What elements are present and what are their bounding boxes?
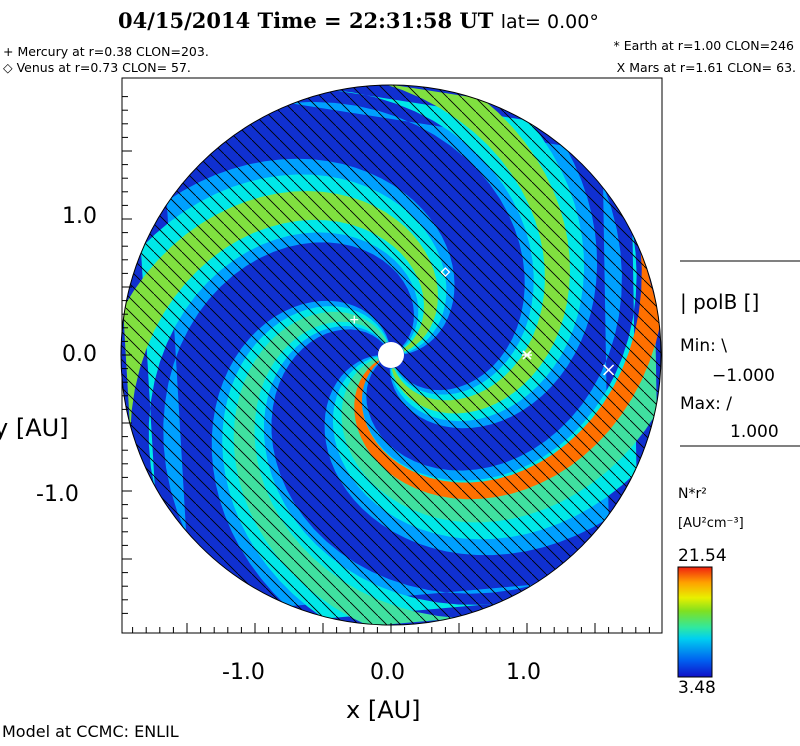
mercury-label: + Mercury at r=0.38 CLON=203.: [3, 44, 209, 59]
title-text: 04/15/2014 Time = 22:31:58 UT: [118, 8, 494, 33]
legend-min-label: Min: \: [680, 336, 728, 356]
mars-label: X Mars at r=1.61 CLON= 63.: [616, 60, 796, 75]
colorbar-quantity: N*r²: [678, 486, 707, 502]
legend-max-label: Max: /: [680, 394, 733, 414]
colorbar-units: [AU²cm⁻³]: [678, 516, 744, 531]
legend-max-value: 1.000: [730, 422, 779, 442]
sun-marker: [378, 342, 404, 368]
earth-marker: [522, 350, 532, 360]
xtick-label: -1.0: [222, 660, 265, 685]
mercury-marker: [350, 315, 359, 324]
mars-marker: [603, 364, 615, 376]
venus-label: ◇ Venus at r=0.73 CLON= 57.: [3, 60, 191, 75]
plot-title: 04/15/2014 Time = 22:31:58 UT lat= 0.00°: [118, 8, 599, 33]
ytick-label: 1.0: [62, 204, 97, 229]
xtick-label: 1.0: [506, 660, 541, 685]
colorbar-max: 21.54: [678, 546, 727, 566]
colorbar: [677, 566, 713, 678]
ytick-label: 0.0: [62, 342, 97, 367]
legend-min-value: −1.000: [712, 366, 775, 386]
y-axis-label: y [AU]: [0, 414, 69, 442]
x-axis-label: x [AU]: [346, 696, 421, 724]
colorbar-min: 3.48: [678, 678, 716, 698]
latitude-text: lat= 0.00°: [500, 11, 599, 33]
footer-credit: Model at CCMC: ENLIL: [2, 722, 179, 741]
planet-markers: [350, 267, 615, 376]
earth-label: * Earth at r=1.00 CLON=246: [613, 38, 794, 53]
legend-field: | polB []: [680, 290, 760, 314]
venus-marker: [440, 267, 451, 277]
axis-ticks: [122, 96, 650, 633]
ytick-label: -1.0: [36, 482, 79, 507]
xtick-label: 0.0: [370, 660, 405, 685]
